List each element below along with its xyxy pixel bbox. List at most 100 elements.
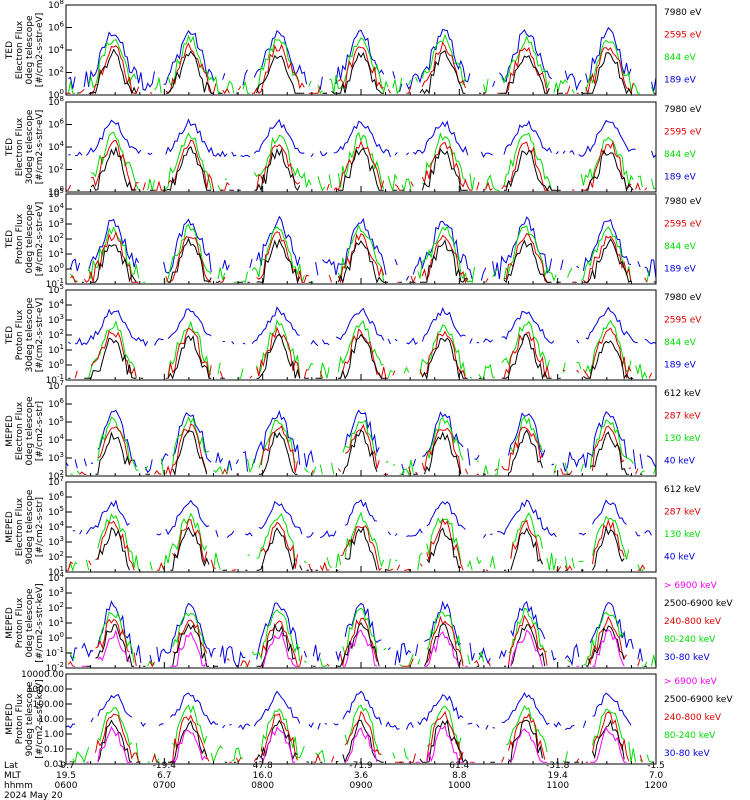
y-tick-label: 1.00	[44, 730, 64, 740]
y-axis-label-line: [#/cm2-s-str-keV]	[35, 583, 45, 662]
x-tick-label-lat: -19.4	[153, 761, 177, 771]
y-axis-label-line: Proton Flux	[15, 597, 25, 648]
legend-entry: 130 keV	[664, 434, 701, 444]
y-axis-label-line: [#/cm2-s-str-eV]	[35, 13, 45, 88]
legend-entry: > 6900 keV	[664, 581, 718, 591]
y-axis-label-line: [#/cm2-s-str-eV]	[35, 298, 45, 373]
x-tick-label-mlt: 16.0	[253, 771, 273, 781]
legend-entry: 7980 eV	[664, 8, 702, 18]
x-tick-label-lat: -71.9	[349, 761, 373, 771]
y-axis-label-line: MEPED	[5, 703, 15, 735]
legend-entry: 30-80 keV	[664, 749, 710, 759]
y-tick-label: 1000.00	[27, 685, 64, 695]
legend-entry: 189 eV	[664, 173, 697, 183]
y-axis-label-line: Electron Flux	[15, 117, 25, 176]
y-axis-label: MEPED Electron Flux 0deg telescope [#/cm2-s…	[5, 396, 45, 466]
legend: > 6900 keV 2500-6900 keV 240-800 keV 80-240…	[664, 677, 733, 759]
legend-entry: 7980 eV	[664, 197, 702, 207]
series-line-blue	[68, 26, 657, 92]
series-line-red	[74, 326, 652, 380]
y-axis-label: TED Proton Flux 30deg telescope [#/cm2-s-st…	[5, 297, 45, 372]
y-axis-label-line: TED	[5, 138, 15, 157]
y-tick-label: 10000.00	[21, 670, 64, 680]
legend: 7980 eV 2595 eV 844 eV 189 eV	[664, 105, 702, 183]
legend: 7980 eV 2595 eV 844 eV 189 eV	[664, 197, 702, 275]
y-axis-label-line: [#/cm2-s-str]	[35, 401, 45, 461]
legend-entry: 612 keV	[664, 485, 701, 495]
legend-entry: 2500-6900 keV	[664, 695, 733, 705]
legend-entry: 2595 eV	[664, 128, 702, 138]
x-axis-row-label: MLT	[4, 771, 22, 781]
legend-entry: 7980 eV	[664, 105, 702, 115]
y-axis-label-line: 0deg telescope	[25, 204, 35, 274]
y-axis-label-line: TED	[5, 41, 15, 60]
legend: > 6900 keV 2500-6900 keV 240-800 keV 80-240…	[664, 581, 733, 663]
x-tick-label-hhmm: 0900	[350, 781, 373, 791]
x-tick-label-hhmm: 1000	[448, 781, 471, 791]
x-tick-label-mlt: 7.0	[649, 771, 664, 781]
x-tick-label-hhmm: 0600	[55, 781, 78, 791]
legend-entry: 2500-6900 keV	[664, 599, 733, 609]
legend-entry: 844 eV	[664, 242, 697, 252]
y-axis-label-line: [#/cm2-s-str-eV]	[35, 202, 45, 277]
series-line-blue	[65, 409, 657, 474]
legend-entry: 189 eV	[664, 76, 697, 86]
series-line-black	[68, 333, 634, 381]
y-axis-label-line: 0deg telescope	[25, 396, 35, 466]
y-axis-label-line: 0deg telescope	[25, 15, 35, 85]
x-axis-row-label: 2024 May 20	[4, 791, 63, 800]
series-line-black	[81, 237, 657, 284]
legend-entry: 2595 eV	[664, 31, 702, 41]
y-axis-label-line: MEPED	[5, 607, 15, 639]
series-line-green	[67, 33, 655, 95]
legend-entry: 130 keV	[664, 530, 701, 540]
legend-entry: 287 keV	[664, 412, 701, 422]
panel-3: TED Proton Flux 0deg telescope [#/cm2-s-str…	[5, 187, 702, 290]
series-line-blue	[67, 306, 657, 347]
y-axis-label-line: 0deg telescope	[25, 588, 35, 658]
legend-entry: 189 eV	[664, 265, 697, 275]
y-axis-label: TED Electron Flux 0deg telescope [#/cm2-s-s…	[5, 13, 45, 88]
x-axis-row-label: hhmm	[4, 781, 33, 791]
x-tick-label-lat: -31.8	[546, 761, 570, 771]
y-axis-label-line: Proton Flux	[15, 309, 25, 360]
series-line-red	[66, 139, 648, 192]
legend: 612 keV 287 keV 130 keV 40 keV	[664, 485, 701, 563]
series-line-blue	[70, 215, 657, 281]
legend-entry: 40 keV	[664, 553, 696, 563]
x-tick-label-hhmm: 1200	[645, 781, 668, 791]
x-tick-label-mlt: 19.4	[548, 771, 568, 781]
series-line-green	[70, 223, 650, 283]
y-axis-label-line: Electron Flux	[15, 401, 25, 460]
y-axis-label: TED Proton Flux 0deg telescope [#/cm2-s-str…	[5, 202, 45, 277]
x-tick-label-lat: -1.5	[647, 761, 665, 771]
legend-entry: 844 eV	[664, 338, 697, 348]
legend-entry: 7980 eV	[664, 293, 702, 303]
legend-entry: 80-240 keV	[664, 635, 716, 645]
legend-entry: 80-240 keV	[664, 731, 716, 741]
x-tick-label-hhmm: 0800	[251, 781, 274, 791]
series-line-black	[77, 48, 656, 95]
x-tick-label-mlt: 3.6	[354, 771, 369, 781]
x-tick-label-lat: 47.8	[253, 761, 273, 771]
y-axis-label: MEPED Proton Flux 90deg telescope [#/cm2-s-…	[5, 679, 45, 758]
legend-entry: > 6900 keV	[664, 677, 718, 687]
legend-entry: 287 keV	[664, 508, 701, 518]
y-axis-label-line: 90deg telescope	[25, 681, 35, 756]
y-axis-label-line: 30deg telescope	[25, 297, 35, 372]
series-line-blue	[68, 118, 657, 159]
y-axis-label-line: TED	[5, 326, 15, 345]
y-axis-label-line: 30deg telescope	[25, 109, 35, 184]
legend-entry: 844 eV	[664, 150, 697, 160]
y-axis-label-line: MEPED	[5, 415, 15, 447]
legend-entry: 612 keV	[664, 389, 701, 399]
series-line-green	[70, 416, 657, 476]
y-axis-label-line: 90deg telescope	[25, 489, 35, 564]
legend-entry: 240-800 keV	[664, 713, 722, 723]
series-line-magenta	[72, 629, 625, 668]
x-tick-label-mlt: 8.8	[452, 771, 467, 781]
y-tick-label: 10.00	[38, 715, 64, 725]
x-tick-label-mlt: 6.7	[157, 771, 171, 781]
